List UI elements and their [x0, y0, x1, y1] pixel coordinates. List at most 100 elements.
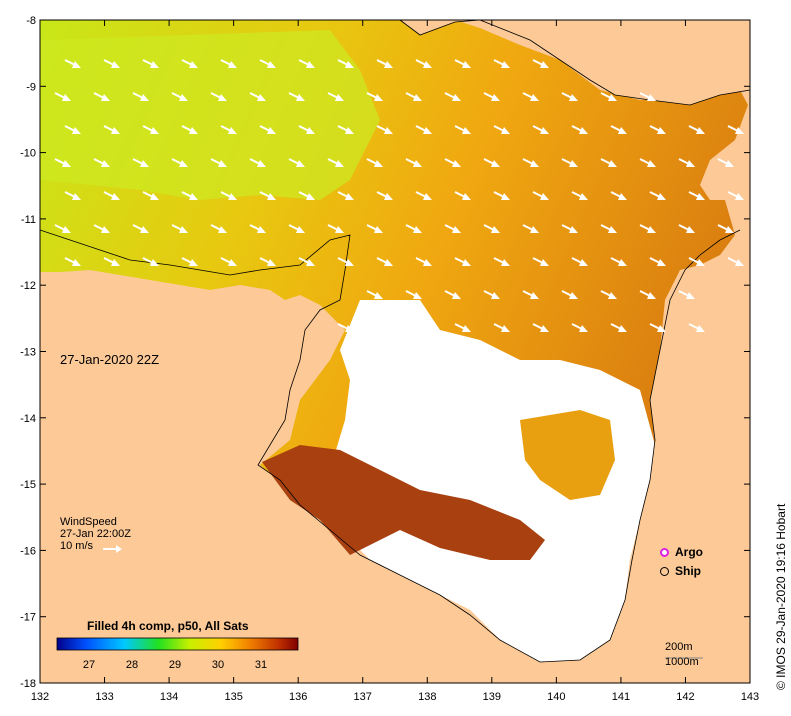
x-tick-label: 133	[95, 691, 113, 703]
colorbar-tick-label: 29	[169, 659, 181, 671]
wind-arrow	[171, 158, 188, 167]
wind-arrow	[717, 224, 734, 233]
wind-arrow	[249, 92, 266, 101]
x-tick-label: 143	[741, 691, 759, 703]
no-data-region	[330, 300, 655, 662]
wind-arrow	[259, 257, 276, 266]
wind-arrow	[132, 224, 149, 233]
wind-arrow	[181, 257, 198, 266]
wind-arrow	[415, 191, 432, 200]
x-tick-label: 136	[289, 691, 307, 703]
wind-arrow	[64, 191, 81, 200]
x-tick-label: 141	[612, 691, 630, 703]
wind-arrow	[93, 158, 110, 167]
wind-arrow	[103, 191, 120, 200]
sst-warm-patch	[520, 410, 615, 500]
wind-arrow	[181, 125, 198, 134]
wind-arrow	[288, 224, 305, 233]
wind-arrow	[93, 92, 110, 101]
wind-arrow	[493, 191, 510, 200]
wind-arrow	[220, 191, 237, 200]
contour-200m-label: 200m	[665, 641, 693, 653]
wind-arrow	[571, 323, 588, 332]
wind-arrow	[142, 125, 159, 134]
coastline	[39, 229, 741, 663]
wind-arrow	[493, 323, 510, 332]
wind-arrow	[405, 92, 422, 101]
map-timestamp: 27-Jan-2020 22Z	[60, 352, 160, 367]
wind-arrow	[142, 191, 159, 200]
wind-arrow	[54, 224, 71, 233]
x-tick-label: 135	[224, 691, 242, 703]
wind-arrow	[376, 59, 393, 68]
colorbar-title: Filled 4h comp, p50, All Sats	[87, 619, 249, 633]
wind-arrow	[649, 125, 666, 134]
wind-arrow	[600, 290, 617, 299]
wind-arrow	[376, 191, 393, 200]
wind-arrow	[249, 158, 266, 167]
wind-arrow	[561, 92, 578, 101]
y-tick-label: -13	[20, 347, 36, 359]
wind-arrows	[54, 59, 744, 332]
wind-arrow	[493, 59, 510, 68]
wind-arrow	[610, 257, 627, 266]
wind-scale-arrow	[103, 545, 122, 553]
wind-arrow	[142, 257, 159, 266]
wind-arrow	[64, 257, 81, 266]
wind-arrow	[259, 125, 276, 134]
wind-arrow	[571, 125, 588, 134]
colorbar-tick-label: 30	[212, 659, 224, 671]
wind-arrow	[327, 224, 344, 233]
y-tick-label: -18	[20, 678, 36, 690]
wind-arrow	[454, 323, 471, 332]
wind-arrow	[600, 158, 617, 167]
wind-arrow	[259, 59, 276, 68]
argo-legend-item: Argo	[660, 543, 703, 562]
wind-arrow	[493, 257, 510, 266]
wind-arrow	[132, 92, 149, 101]
wind-arrow	[522, 158, 539, 167]
wind-arrow	[220, 257, 237, 266]
wind-arrow	[210, 92, 227, 101]
wind-arrow	[649, 191, 666, 200]
wind-arrow	[366, 92, 383, 101]
wind-arrow	[171, 92, 188, 101]
argo-marker-icon	[660, 548, 669, 557]
marker-legend: Argo Ship	[660, 543, 703, 581]
x-tick-label: 139	[483, 691, 501, 703]
wind-arrow	[678, 158, 695, 167]
wind-arrow	[483, 92, 500, 101]
x-tick-label: 132	[31, 691, 49, 703]
ship-legend-item: Ship	[660, 562, 703, 581]
wind-arrow	[483, 158, 500, 167]
wind-arrow	[688, 257, 705, 266]
y-tick-label: -9	[26, 81, 36, 93]
wind-arrow	[249, 224, 266, 233]
wind-arrow	[132, 158, 149, 167]
colorbar-ticks: 27 28 29 30 31	[83, 659, 267, 671]
wind-arrow	[376, 257, 393, 266]
wind-arrow	[444, 158, 461, 167]
wind-arrow	[366, 224, 383, 233]
wind-legend-scale: 10 m/s	[60, 540, 94, 552]
wind-arrow	[454, 125, 471, 134]
wind-arrow	[103, 257, 120, 266]
wind-arrow	[327, 158, 344, 167]
wind-arrow	[561, 158, 578, 167]
x-tick-label: 134	[160, 691, 178, 703]
wind-arrow	[610, 125, 627, 134]
y-tick-label: -8	[26, 15, 36, 27]
colorbar-tick-label: 27	[83, 659, 95, 671]
wind-arrow	[522, 92, 539, 101]
wind-arrow	[376, 125, 393, 134]
wind-arrow	[298, 125, 315, 134]
wind-arrow	[639, 158, 656, 167]
wind-arrow	[454, 257, 471, 266]
wind-arrow	[288, 158, 305, 167]
wind-arrow	[405, 158, 422, 167]
wind-arrow	[405, 290, 422, 299]
y-axis: -8 -9 -10 -11 -12 -13 -14 -15 -16 -17 -18	[20, 15, 750, 690]
argo-label: Argo	[675, 545, 703, 559]
wind-arrow	[727, 191, 744, 200]
wind-arrow	[181, 191, 198, 200]
